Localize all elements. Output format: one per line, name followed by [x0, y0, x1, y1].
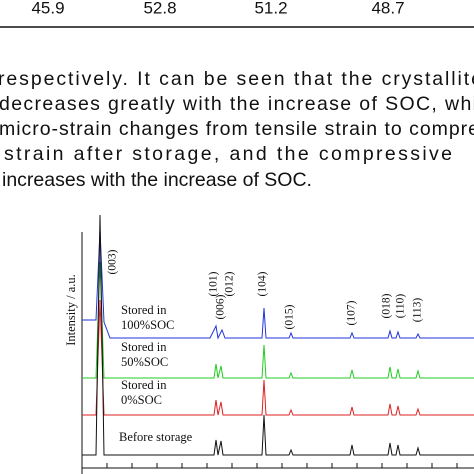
- paragraph-line: decreases greatly with the increase of S…: [0, 93, 474, 115]
- trace-label: Before storage: [119, 430, 193, 444]
- peak-label: (110): [395, 294, 407, 319]
- table-cell: 52.8: [143, 0, 176, 17]
- table-cell: 48.7: [371, 0, 404, 17]
- trace: [82, 229, 474, 340]
- table-cell: 45.9: [31, 0, 64, 17]
- peak-label: (107): [346, 300, 358, 325]
- peak-label: (113): [412, 298, 424, 323]
- trace-label: 50%SOC: [121, 355, 168, 369]
- peak-label: (101): [208, 271, 220, 296]
- trace: [82, 214, 474, 456]
- y-axis-label: Intensity / a.u.: [64, 274, 78, 346]
- trace-label: 0%SOC: [121, 393, 162, 407]
- peak-label: (018): [381, 293, 393, 318]
- peak-label: (012): [224, 271, 236, 296]
- paragraph-line: increases with the increase of SOC.: [2, 169, 312, 191]
- peak-label: (003): [107, 249, 119, 274]
- paragraph-line: respectively. It can be seen that the cr…: [0, 68, 474, 90]
- peak-label: (006): [215, 294, 227, 319]
- trace: [82, 299, 474, 416]
- trace-label: Stored in: [121, 303, 167, 317]
- paragraph-line: strain after storage, and the compressiv…: [4, 143, 452, 165]
- paragraph-line: micro-strain changes from tensile strain…: [0, 118, 474, 140]
- peak-label: (015): [284, 304, 296, 329]
- trace-label: Stored in: [121, 340, 167, 354]
- trace-label: Stored in: [121, 378, 167, 392]
- table-cell: 51.2: [254, 0, 287, 17]
- trace-label: 100%SOC: [121, 318, 174, 332]
- axis-tick: [106, 463, 458, 468]
- trace: [82, 261, 474, 379]
- peak-label: (104): [257, 271, 269, 296]
- figure: [81, 214, 474, 474]
